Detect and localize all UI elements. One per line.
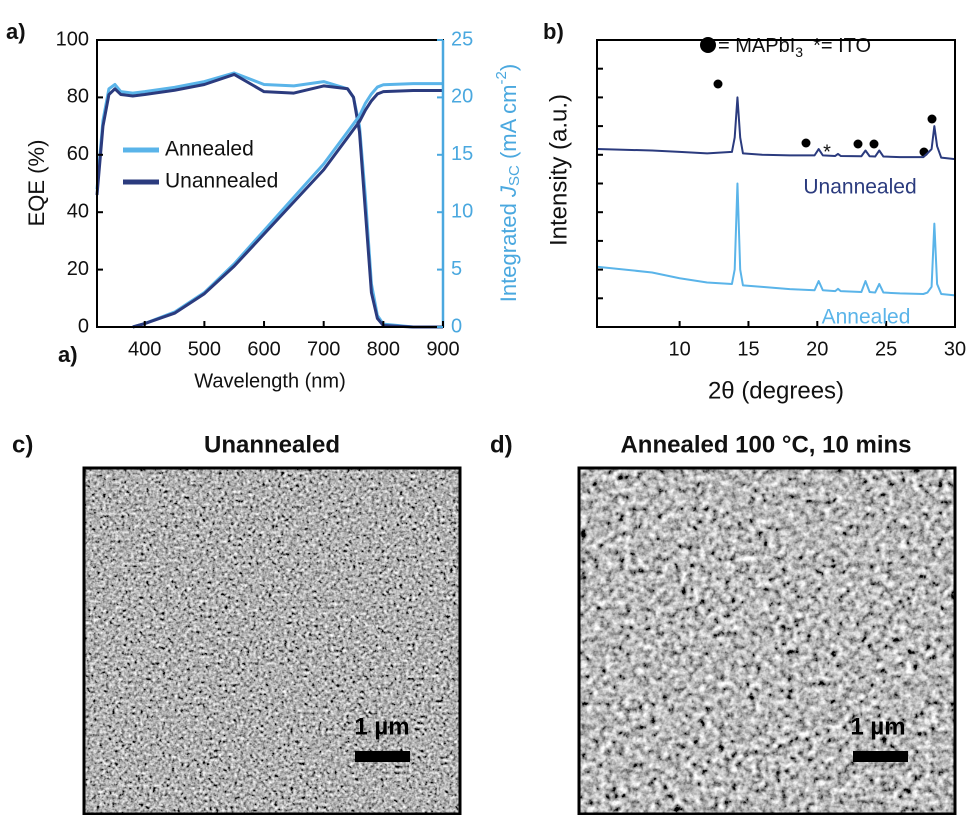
image-frame xyxy=(577,466,957,815)
x-axis-title: 2θ (degrees) xyxy=(708,377,844,404)
y-tick-label: 40 xyxy=(67,200,89,222)
scale-bar-label: 1 µm xyxy=(850,713,905,740)
peak-dot xyxy=(853,139,863,149)
x-tick-label: 30 xyxy=(944,338,966,360)
series-label: Annealed xyxy=(822,306,911,329)
sem-image xyxy=(579,468,955,814)
y2-tick-label: 0 xyxy=(451,315,462,337)
ito-marker: * xyxy=(823,141,831,163)
data-line xyxy=(132,89,443,329)
x-tick-label: 800 xyxy=(367,338,400,360)
y-tick-label: 60 xyxy=(67,143,89,165)
y-axis-title: Intensity (a.u.) xyxy=(545,94,572,246)
y2-axis-title: Integrated JSC (mA cm-2) xyxy=(493,64,523,302)
peak-legend-part: = MAPbI xyxy=(718,35,795,57)
x-tick-label: 25 xyxy=(875,338,897,360)
data-line xyxy=(596,182,956,297)
data-line xyxy=(95,72,443,329)
panel-label: c) xyxy=(12,431,33,458)
y-tick-label: 0 xyxy=(78,315,89,337)
y-axis-title: EQE (%) xyxy=(24,140,49,227)
scale-bar xyxy=(355,751,410,762)
annotation: a) xyxy=(58,342,78,367)
x-tick-label: 600 xyxy=(247,338,280,360)
image-title: Unannealed xyxy=(204,431,340,458)
y2-title-part: -2 xyxy=(493,71,510,84)
peak-legend-part: 3 xyxy=(795,44,803,60)
x-axis-title: Wavelength (nm) xyxy=(194,370,346,392)
y2-title-part: (mA cm xyxy=(496,84,521,165)
y-tick-label: 100 xyxy=(56,28,89,50)
data-line xyxy=(596,96,956,161)
peak-markers xyxy=(713,79,937,157)
x-tick-label: 500 xyxy=(188,338,221,360)
y-tick-label: 20 xyxy=(67,258,89,280)
scale-bar-label: 1 µm xyxy=(354,713,409,740)
panel-label: b) xyxy=(543,19,564,44)
peak-dot xyxy=(927,114,937,124)
x-tick-label: 10 xyxy=(668,338,690,360)
y2-title-part: J xyxy=(496,185,521,198)
legend-label: Annealed xyxy=(165,138,254,161)
y-tick-label: 80 xyxy=(67,86,89,108)
image-title: Annealed 100 °C, 10 mins xyxy=(620,431,911,458)
sem-image xyxy=(84,468,460,814)
series-label: Unannealed xyxy=(803,176,916,199)
y2-tick-label: 15 xyxy=(451,143,473,165)
y2-title-part: Integrated xyxy=(496,197,521,302)
y2-title-part: SC xyxy=(506,165,523,186)
y2-tick-label: 20 xyxy=(451,86,473,108)
panel-label: a) xyxy=(6,19,26,44)
peak-dot xyxy=(713,79,723,89)
image-frame xyxy=(82,466,462,815)
x-tick-label: 700 xyxy=(307,338,340,360)
y2-tick-label: 5 xyxy=(451,258,462,280)
x-tick-label: 400 xyxy=(128,338,161,360)
x-tick-label: 15 xyxy=(737,338,759,360)
peak-dot xyxy=(801,138,811,148)
y2-tick-label: 25 xyxy=(451,28,473,50)
panel-label: d) xyxy=(490,431,513,458)
y2-tick-label: 10 xyxy=(451,200,473,222)
x-tick-label: 900 xyxy=(426,338,459,360)
peak-legend-part: *= ITO xyxy=(813,35,871,57)
peak-legend: = MAPbI3 *= ITO xyxy=(718,35,871,59)
y2-title-part: ) xyxy=(496,64,521,71)
legend-label: Unannealed xyxy=(165,170,278,193)
scale-bar xyxy=(853,751,908,762)
data-line xyxy=(132,82,443,329)
peak-dot xyxy=(869,139,879,149)
x-tick-label: 20 xyxy=(806,338,828,360)
data-line xyxy=(95,71,443,329)
